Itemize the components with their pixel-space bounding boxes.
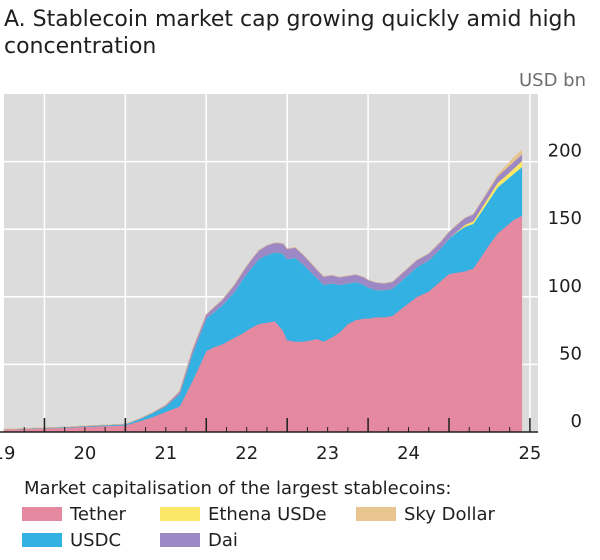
legend-swatch-ethena-usde [160,507,200,521]
x-tick-label-25: 25 [518,443,541,464]
x-tick-label-22: 22 [235,443,258,464]
legend-label-sky-dollar: Sky Dollar [404,504,495,525]
x-tick-label-19: 19 [0,443,15,464]
legend-item-tether: Tether [22,504,126,525]
y-tick-label-150: 150 [548,208,582,229]
x-tick-label-21: 21 [154,443,177,464]
y-tick-label-200: 200 [548,141,582,162]
legend-swatch-usdc [22,533,62,547]
legend-item-ethena-usde: Ethena USDe [160,504,327,525]
legend-swatch-tether [22,507,62,521]
chart-title: A. Stablecoin market cap growing quickly… [4,7,577,59]
x-tick-label-23: 23 [316,443,339,464]
legend-item-sky-dollar: Sky Dollar [356,504,495,525]
area-sky-dollar [3,149,523,430]
legend-item-usdc: USDC [22,530,121,551]
x-tick-label-20: 20 [73,443,96,464]
legend-label-ethena-usde: Ethena USDe [208,504,327,525]
y-tick-label-100: 100 [548,276,582,297]
legend-label-dai: Dai [208,530,238,551]
y-tick-label-50: 50 [559,343,582,364]
y-tick-label-0: 0 [571,411,582,432]
x-tick-label-24: 24 [397,443,420,464]
legend-label-tether: Tether [70,504,126,525]
legend-item-dai: Dai [160,530,238,551]
legend-swatch-dai [160,533,200,547]
legend-title: Market capitalisation of the largest sta… [24,478,452,499]
axes: 19 20 21 22 23 24 25 0 50 100 150 200 [0,141,582,464]
legend-swatch-sky-dollar [356,507,396,521]
chart-svg: 19 20 21 22 23 24 25 0 50 100 150 200 [0,94,582,464]
legend-label-usdc: USDC [70,530,122,551]
unit-label: USD bn [518,70,586,91]
